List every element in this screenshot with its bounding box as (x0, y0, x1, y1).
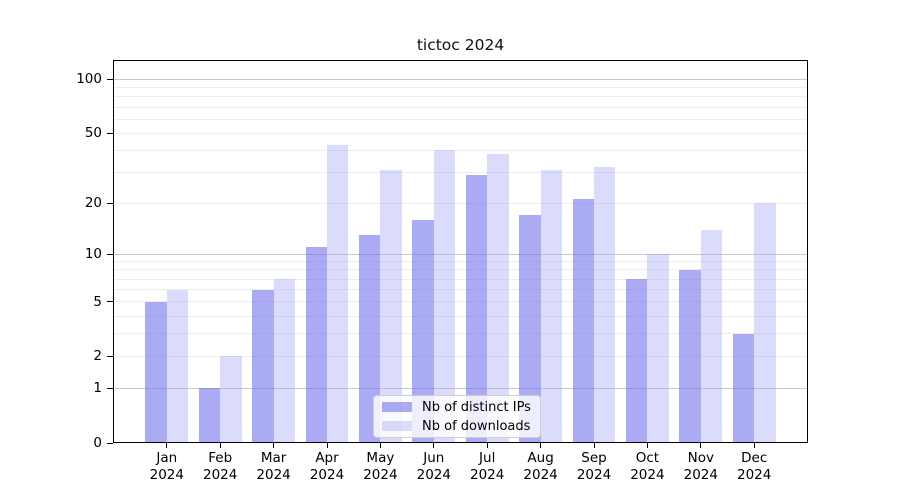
bar-ips-jun (412, 219, 434, 443)
y-tick-20 (107, 202, 113, 204)
x-tick-apr (326, 443, 328, 448)
x-tick-jan (166, 443, 168, 448)
gridline-minor-80 (114, 96, 808, 98)
gridline-minor-2 (114, 355, 808, 357)
x-tick-label-oct: Oct 2024 (630, 450, 665, 483)
bar-ips-oct (626, 279, 648, 443)
gridline-minor-40 (114, 149, 808, 151)
y-tick-label-10: 10 (84, 246, 102, 263)
legend-label-distinct-ips: Nb of distinct IPs (422, 399, 531, 415)
gridline-minor-7 (114, 278, 808, 280)
bar-ips-mar (252, 289, 274, 443)
x-tick-label-jun: Jun 2024 (416, 450, 451, 483)
bar-downloads-nov (700, 229, 723, 443)
y-tick-label-100: 100 (76, 71, 102, 88)
bar-downloads-sep (594, 167, 616, 443)
gridline-minor-30 (114, 171, 808, 173)
chart-title: tictoc 2024 (416, 36, 505, 54)
legend-swatch-downloads (382, 421, 412, 431)
gridline-major-100 (114, 78, 808, 80)
bar-ips-apr (305, 247, 327, 443)
legend-label-downloads: Nb of downloads (422, 418, 531, 434)
y-tick-label-20: 20 (84, 195, 102, 212)
gridline-minor-3 (114, 333, 808, 335)
gridline-minor-90 (114, 87, 808, 88)
gridline-minor-4 (114, 315, 808, 317)
x-tick-label-apr: Apr 2024 (309, 450, 345, 483)
y-tick-50 (107, 132, 113, 134)
x-tick-feb (219, 443, 221, 448)
gridline-minor-6 (114, 289, 808, 291)
y-tick-label-2: 2 (93, 348, 102, 365)
gridline-major-10 (114, 253, 808, 255)
x-tick-label-mar: Mar 2024 (256, 450, 291, 483)
gridline-minor-70 (114, 106, 808, 108)
legend-swatch-distinct-ips (382, 402, 412, 412)
gridline-minor-8 (114, 269, 808, 271)
bar-ips-may (359, 235, 381, 443)
bar-downloads-may (380, 169, 402, 443)
x-tick-mar (273, 443, 275, 448)
y-tick-label-0: 0 (93, 435, 102, 451)
gridline-minor-60 (114, 118, 808, 120)
x-tick-label-feb: Feb 2024 (203, 450, 238, 483)
bar-downloads-dec (754, 203, 776, 443)
bar-ips-aug (519, 215, 541, 443)
bar-ips-sep (572, 199, 594, 443)
x-tick-sep (593, 443, 595, 448)
x-tick-jul (486, 443, 488, 448)
x-tick-label-jan: Jan 2024 (149, 450, 184, 483)
bar-downloads-jun (433, 150, 456, 443)
x-tick-label-may: May 2024 (363, 450, 398, 483)
y-tick-label-5: 5 (93, 293, 102, 310)
x-tick-label-aug: Aug 2024 (523, 450, 558, 483)
legend-item-downloads: Nb of downloads (382, 419, 532, 434)
gridline-minor-50 (114, 132, 808, 134)
x-tick-nov (700, 443, 702, 448)
x-tick-label-nov: Nov 2024 (683, 450, 718, 483)
bar-ips-jul (465, 174, 488, 443)
y-tick-label-1: 1 (93, 380, 102, 397)
bar-downloads-apr (327, 144, 349, 443)
bar-downloads-jan (166, 289, 189, 443)
bar-ips-nov (679, 269, 701, 443)
bar-ips-feb (198, 388, 221, 443)
y-tick-5 (107, 301, 113, 303)
plot-area (113, 60, 808, 443)
y-tick-100 (107, 78, 113, 80)
bar-downloads-jul (487, 154, 509, 443)
gridline-minor-9 (114, 261, 808, 263)
x-tick-jun (433, 443, 435, 448)
y-tick-0 (107, 442, 113, 444)
x-tick-label-jul: Jul 2024 (470, 450, 505, 483)
y-tick-10 (107, 253, 113, 255)
x-tick-may (379, 443, 381, 448)
x-tick-label-sep: Sep 2024 (576, 450, 612, 483)
gridline-minor-20 (114, 202, 808, 204)
y-tick-label-50: 50 (84, 125, 102, 142)
legend-item-distinct-ips: Nb of distinct IPs (382, 400, 532, 415)
x-tick-label-dec: Dec 2024 (737, 450, 772, 483)
bar-ips-jan (145, 301, 167, 443)
bar-ips-dec (732, 333, 755, 443)
x-tick-aug (540, 443, 542, 448)
bar-downloads-feb (220, 356, 242, 443)
y-tick-1 (107, 387, 113, 389)
x-tick-oct (646, 443, 648, 448)
legend: Nb of distinct IPs Nb of downloads (373, 395, 541, 438)
gridline-minor-5 (114, 301, 808, 303)
y-tick-2 (107, 355, 113, 357)
bar-downloads-oct (647, 254, 669, 443)
x-tick-dec (753, 443, 755, 448)
bar-downloads-aug (540, 169, 562, 443)
gridline-major-1 (114, 387, 808, 389)
bar-downloads-mar (273, 279, 295, 443)
